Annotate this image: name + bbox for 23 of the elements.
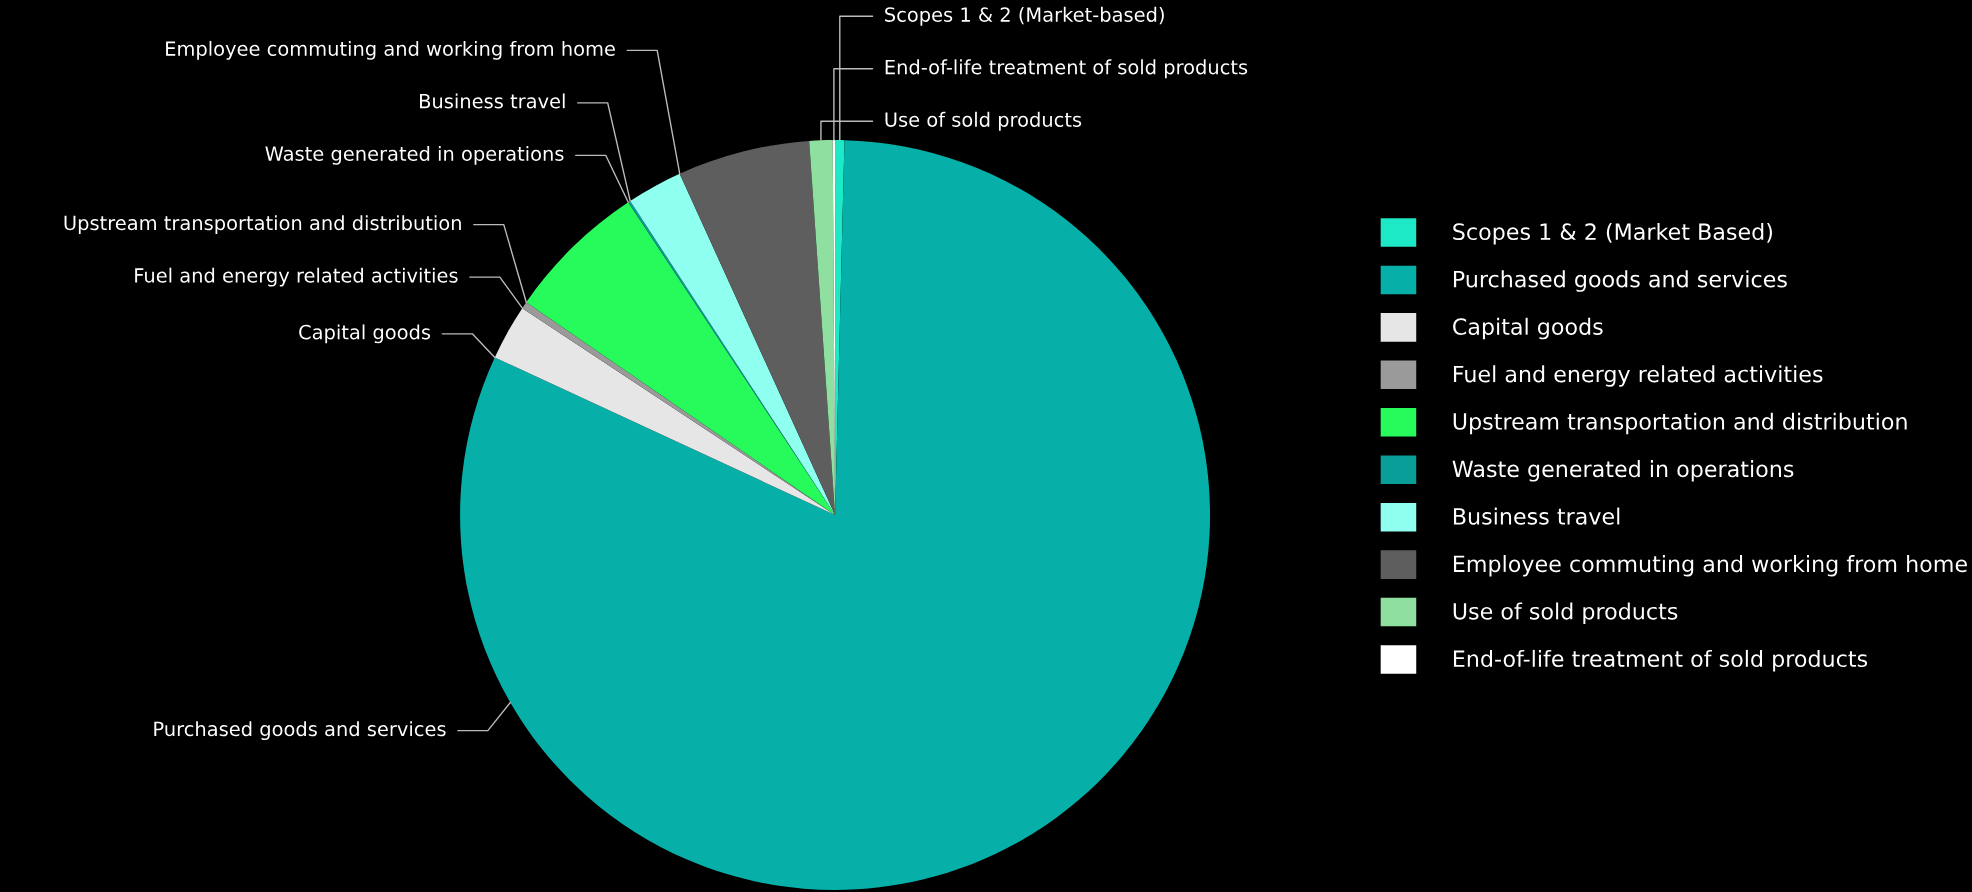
pie-slice — [679, 140, 836, 515]
legend-label: Scopes 1 & 2 (Market Based) — [1453, 222, 1773, 245]
legend-label: Upstream transportation and distribution — [1453, 412, 1907, 435]
pie-slice — [526, 202, 836, 515]
text: Upstream transportation and distribution — [64, 215, 461, 235]
pie-slice — [460, 140, 1211, 890]
text: Purchased goods and services — [154, 721, 446, 741]
text: End-of-life treatment of sold products — [885, 59, 1248, 79]
legend-label: Employee commuting and working from home — [1453, 555, 1967, 577]
legend-label: Use of sold products — [1453, 602, 1678, 624]
text: Fuel and energy related activities — [135, 267, 458, 287]
legend-label: Fuel and energy related activities — [1453, 365, 1823, 387]
legend-label: Purchased goods and services — [1453, 270, 1787, 292]
text: Waste generated in operations — [265, 145, 564, 165]
legend-label: Waste generated in operations — [1452, 460, 1794, 482]
legend-label: End-of-life treatment of sold products — [1453, 649, 1868, 672]
legend-label: Capital goods — [1453, 317, 1603, 340]
text: Employee commuting and working from home — [166, 40, 615, 60]
text: Use of sold products — [885, 111, 1082, 131]
text: Capital goods — [299, 324, 431, 344]
text: Scopes 1 & 2 (Market-based) — [885, 6, 1164, 26]
text: Business travel — [420, 93, 565, 109]
legend-label: Business travel — [1453, 507, 1620, 525]
